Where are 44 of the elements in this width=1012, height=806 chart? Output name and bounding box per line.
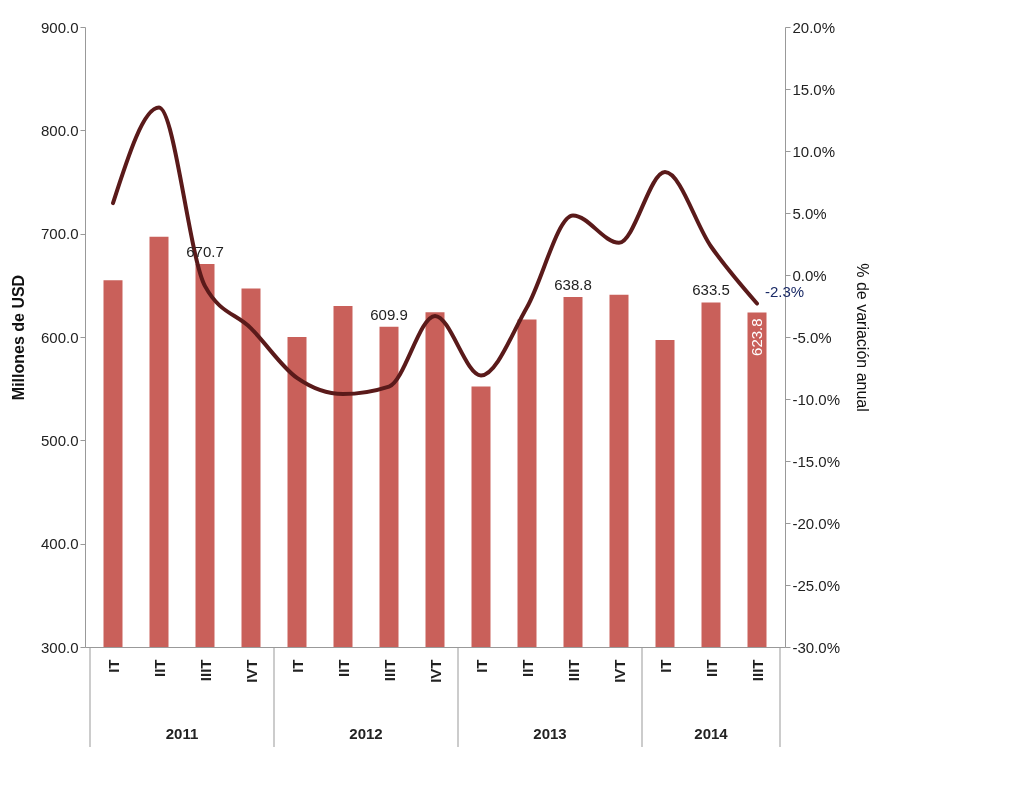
x-tick-label: IIT <box>702 659 720 677</box>
y-tick-label: 700.0 <box>40 225 79 243</box>
y2-tick-label: 10.0% <box>792 142 836 160</box>
y2-tick-label: -15.0% <box>792 452 841 470</box>
y-tick-label: 600.0 <box>40 328 79 346</box>
x-tick-label: IVT <box>610 659 628 683</box>
y2-tick-label: -25.0% <box>792 576 841 594</box>
y2-tick-label: 0.0% <box>792 266 827 284</box>
data-label: -2.3% <box>765 282 805 300</box>
text: 2013 <box>533 725 567 742</box>
x-tick-label: IIT <box>150 659 168 677</box>
text: 2014 <box>694 725 729 742</box>
x-tick-label: IIT <box>334 659 352 677</box>
y-tick-label: 900.0 <box>40 18 79 36</box>
x-tick-label: IVT <box>426 659 444 683</box>
y-tick-label: 400.0 <box>40 535 79 553</box>
y2-tick-label: 20.0% <box>792 18 836 36</box>
x-tick-label: IT <box>288 659 306 673</box>
x-tick-label: IIIT <box>564 659 582 682</box>
text: 2011 <box>165 725 199 742</box>
x-tick-label: IIIT <box>748 659 766 682</box>
y2-tick-label: 5.0% <box>792 204 827 222</box>
x-tick-label: IT <box>104 659 122 673</box>
x-tick-label: IIIT <box>196 659 214 682</box>
text: 2012 <box>349 725 383 742</box>
data-label: 609.9 <box>370 305 408 323</box>
data-label: 623.8 <box>748 318 765 356</box>
y2-axis-title: % de variación anual <box>854 263 872 412</box>
y2-tick-label: -30.0% <box>792 638 841 656</box>
x-tick-label: IT <box>472 659 490 673</box>
x-tick-label: IVT <box>242 659 260 683</box>
x-tick-label: IT <box>656 659 674 673</box>
data-label: 638.8 <box>554 275 592 293</box>
y2-tick-label: 15.0% <box>792 80 836 98</box>
x-tick-label: IIT <box>518 659 536 677</box>
y-tick-label: 300.0 <box>40 638 79 656</box>
y-tick-label: 800.0 <box>40 121 79 139</box>
y2-tick-label: -10.0% <box>792 390 841 408</box>
y2-tick-label: -5.0% <box>792 328 832 346</box>
data-label: 633.5 <box>692 281 730 299</box>
x-tick-label: IIIT <box>380 659 398 682</box>
y-tick-label: 500.0 <box>40 431 79 449</box>
y-axis-title: Millones de USD <box>9 274 27 401</box>
y2-tick-label: -20.0% <box>792 514 841 532</box>
